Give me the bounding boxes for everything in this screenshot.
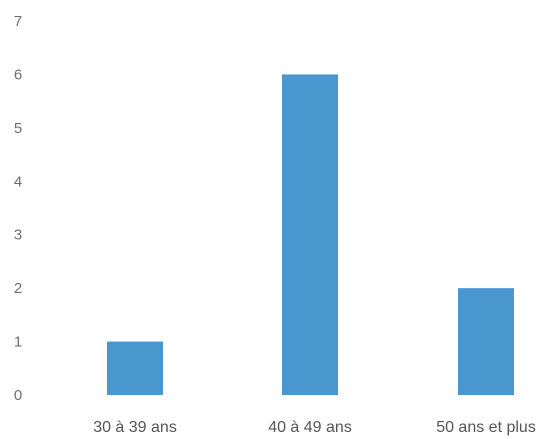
bar-1	[107, 341, 163, 395]
x-category-label-2: 40 à 49 ans	[268, 419, 352, 436]
y-tick-label-0: 0	[14, 387, 22, 404]
bar-3	[458, 288, 514, 395]
y-tick-label-2: 2	[14, 280, 22, 297]
bar-2	[282, 74, 338, 395]
bars	[107, 74, 514, 395]
x-category-label-1: 30 à 39 ans	[93, 419, 177, 436]
x-category-label-3: 50 ans et plus	[436, 419, 536, 436]
y-axis-tick-labels: 0 1 2 3 4 5 6 7	[14, 13, 22, 404]
y-tick-label-5: 5	[14, 120, 22, 137]
y-tick-label-4: 4	[14, 173, 22, 190]
y-tick-label-1: 1	[14, 334, 22, 351]
y-tick-label-6: 6	[14, 66, 22, 83]
y-tick-label-7: 7	[14, 13, 22, 30]
y-tick-label-3: 3	[14, 227, 22, 244]
x-axis-category-labels: 30 à 39 ans 40 à 49 ans 50 ans et plus	[93, 419, 536, 436]
